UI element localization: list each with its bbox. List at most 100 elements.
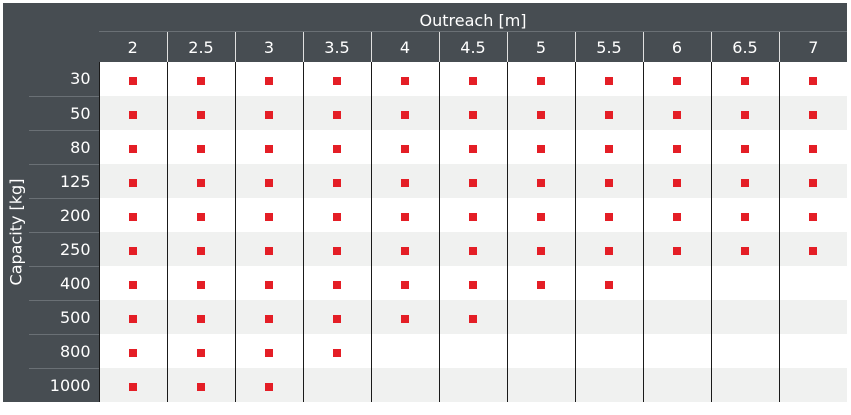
available-marker-icon — [333, 280, 341, 289]
table-cell — [710, 62, 779, 96]
table-cell — [370, 232, 439, 266]
available-marker-icon — [537, 246, 545, 255]
table-cell — [642, 334, 711, 368]
table-cell — [506, 368, 575, 402]
table-cell — [574, 232, 643, 266]
table-cell — [166, 368, 235, 402]
available-marker-icon — [129, 246, 137, 255]
available-marker-icon — [741, 178, 749, 187]
table-cell — [234, 232, 303, 266]
available-marker-icon — [265, 144, 273, 153]
table-cell — [574, 334, 643, 368]
available-marker-icon — [197, 246, 205, 255]
available-marker-icon — [469, 144, 477, 153]
table-cell — [302, 164, 371, 198]
table-cell — [506, 164, 575, 198]
available-marker-icon — [673, 212, 681, 221]
available-marker-icon — [197, 280, 205, 289]
table-cell — [166, 266, 235, 300]
table-cell — [710, 334, 779, 368]
available-marker-icon — [537, 212, 545, 221]
table-cell — [778, 62, 848, 96]
table-row: 500 — [3, 299, 848, 334]
available-marker-icon — [605, 212, 613, 221]
available-marker-icon — [265, 382, 273, 391]
table-cell — [234, 334, 303, 368]
table-cell — [98, 266, 167, 300]
outreach-header-7: 7 — [778, 31, 848, 62]
outreach-axis-title: Outreach [m] — [99, 3, 848, 32]
table-cell — [234, 130, 303, 164]
available-marker-icon — [469, 212, 477, 221]
table-cell — [642, 130, 711, 164]
table-cell — [302, 334, 371, 368]
available-marker-icon — [197, 382, 205, 391]
table-cell — [234, 96, 303, 130]
table-cell — [438, 368, 507, 402]
available-marker-icon — [129, 178, 137, 187]
capacity-axis-title: Capacity [kg] — [3, 62, 29, 402]
available-marker-icon — [265, 348, 273, 357]
table-cell — [234, 198, 303, 232]
available-marker-icon — [265, 314, 273, 323]
capacity-header-30: 30 — [29, 62, 99, 96]
table-cell — [506, 96, 575, 130]
table-cell — [778, 368, 848, 402]
available-marker-icon — [537, 110, 545, 119]
table-cell — [302, 96, 371, 130]
table-cell — [166, 62, 235, 96]
capacity-header-50: 50 — [29, 95, 99, 130]
table-cell — [370, 334, 439, 368]
table-cell — [438, 334, 507, 368]
table-cell — [302, 198, 371, 232]
table-cell — [642, 266, 711, 300]
available-marker-icon — [197, 76, 205, 85]
outreach-header-3-5: 3.5 — [302, 31, 371, 62]
available-marker-icon — [197, 348, 205, 357]
available-marker-icon — [809, 246, 818, 255]
table-cell — [98, 130, 167, 164]
capacity-header-800: 800 — [29, 333, 99, 368]
table-cell — [98, 96, 167, 130]
available-marker-icon — [401, 314, 409, 323]
table-cell — [438, 198, 507, 232]
table-cell — [506, 334, 575, 368]
table-row: 200 — [3, 197, 848, 232]
table-cell — [642, 232, 711, 266]
outreach-header-6: 6 — [642, 31, 711, 62]
available-marker-icon — [469, 314, 477, 323]
table-cell — [234, 266, 303, 300]
table-cell — [710, 96, 779, 130]
available-marker-icon — [741, 246, 749, 255]
table-cell — [574, 300, 643, 334]
table-cell — [574, 266, 643, 300]
outreach-header-6-5: 6.5 — [710, 31, 779, 62]
table-cell — [710, 130, 779, 164]
table-row: 50 — [3, 95, 848, 130]
table-cell — [710, 300, 779, 334]
available-marker-icon — [673, 110, 681, 119]
available-marker-icon — [673, 246, 681, 255]
available-marker-icon — [333, 178, 341, 187]
capacity-header-500: 500 — [29, 299, 99, 334]
table-cell — [302, 62, 371, 96]
table-cell — [710, 266, 779, 300]
outreach-header-4: 4 — [370, 31, 439, 62]
available-marker-icon — [197, 314, 205, 323]
table-cell — [642, 300, 711, 334]
table-corner — [3, 3, 99, 62]
available-marker-icon — [401, 144, 409, 153]
table-cell — [710, 164, 779, 198]
available-marker-icon — [401, 178, 409, 187]
available-marker-icon — [537, 280, 545, 289]
table-cell — [98, 164, 167, 198]
available-marker-icon — [129, 144, 137, 153]
outreach-header-row: 2 2.5 3 3.5 4 4.5 5 5.5 6 6.5 7 — [3, 31, 848, 62]
table-cell — [370, 266, 439, 300]
available-marker-icon — [537, 178, 545, 187]
capacity-header-200: 200 — [29, 197, 99, 232]
table-cell — [166, 232, 235, 266]
available-marker-icon — [605, 280, 613, 289]
available-marker-icon — [741, 110, 749, 119]
table-row: 1000 — [3, 367, 848, 402]
